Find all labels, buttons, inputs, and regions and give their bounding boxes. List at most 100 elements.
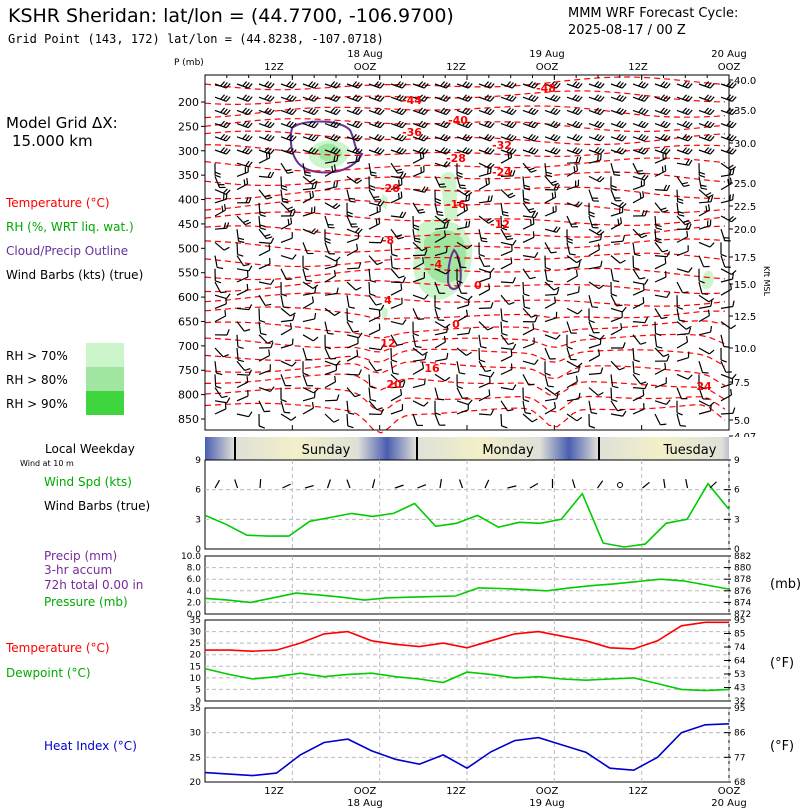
barb-flag: [566, 240, 573, 244]
isotherm-line: [204, 333, 726, 353]
barb-flag: [661, 316, 668, 320]
barb-flag: [732, 407, 736, 414]
wind-barb: [412, 107, 429, 116]
barb-flag: [663, 184, 668, 191]
barb-flag: [402, 276, 406, 283]
barb-flag: [487, 108, 492, 114]
barb-flag: [688, 267, 693, 273]
temperature-panel-frame: [204, 619, 730, 702]
barb-flag: [485, 179, 488, 186]
temperature-panel-ytick-right: 43: [734, 684, 745, 694]
barb-flag: [282, 197, 289, 201]
barb-flag: [377, 121, 382, 128]
wind-barb: [434, 161, 451, 168]
barb-flag: [682, 94, 688, 100]
barb-shaft: [346, 479, 351, 489]
barb-shaft: [720, 278, 733, 283]
barb-flag: [556, 288, 560, 295]
wind-barb: [676, 295, 684, 310]
wind-barb: [236, 177, 249, 191]
barb-flag: [424, 249, 428, 256]
barb-flag: [456, 171, 463, 175]
barb-flag: [346, 214, 353, 218]
barb-flag: [377, 134, 382, 141]
wind-barb: [412, 321, 419, 337]
barb-shaft: [214, 361, 218, 374]
wind-barb: [214, 147, 231, 155]
barb-flag: [335, 135, 341, 142]
barb-flag: [267, 340, 274, 344]
surface-wind-barb: [234, 479, 239, 489]
barb-flag: [264, 194, 271, 198]
wind-barb: [280, 232, 293, 243]
wind-barb: [368, 176, 376, 191]
surface-wind-barb: [259, 478, 262, 489]
wind-barb: [214, 297, 227, 309]
barb-flag: [440, 94, 446, 100]
isotherm-label: 20: [386, 378, 402, 391]
wind-barb: [346, 155, 361, 164]
wind-barb: [632, 81, 649, 89]
wind-barb: [632, 361, 640, 376]
surface-wind-barb: [642, 481, 650, 489]
barb-shaft: [280, 343, 293, 349]
barb-flag: [729, 148, 734, 154]
barb-shaft: [654, 308, 662, 319]
wind-barb: [522, 211, 539, 219]
wind-barb: [588, 153, 602, 164]
barb-shaft: [412, 277, 425, 283]
wind-barb: [544, 191, 557, 204]
barb-shaft: [236, 321, 245, 332]
barb-flag: [357, 149, 363, 155]
barb-shaft: [236, 334, 239, 347]
barb-shaft: [214, 408, 227, 415]
wind-barb: [280, 162, 294, 174]
wind-barb: [676, 400, 683, 416]
barb-shaft: [324, 347, 331, 360]
wind-barb: [390, 381, 406, 389]
wind-barb: [676, 159, 693, 166]
wind-barb: [434, 281, 446, 294]
barb-flag: [423, 294, 429, 300]
barb-flag: [508, 301, 515, 305]
barb-flag: [524, 187, 531, 191]
barb-flag: [267, 108, 272, 114]
barb-flag: [616, 147, 622, 153]
wind-barb: [324, 155, 339, 164]
barb-flag: [641, 234, 648, 239]
barb-flag: [660, 147, 666, 153]
barb-flag: [485, 217, 492, 222]
barb-flag: [677, 201, 684, 204]
wind-barb: [346, 189, 356, 203]
wind-barb: [654, 292, 671, 299]
barb-flag: [223, 82, 228, 88]
wind-barb: [720, 407, 736, 415]
barb-flag: [487, 148, 492, 154]
wind-barb: [698, 163, 706, 178]
barb-flag: [291, 96, 297, 102]
wind-barb: [280, 133, 297, 142]
barb-flag: [242, 81, 248, 87]
barb-shaft: [456, 387, 463, 399]
barb-shaft: [324, 413, 335, 423]
barb-shaft: [507, 485, 517, 489]
barb-flag: [286, 81, 292, 87]
barb-shaft: [566, 370, 579, 375]
barb-flag: [456, 280, 463, 284]
barb-flag: [704, 81, 710, 87]
barb-flag: [402, 381, 406, 388]
wind-barb: [258, 334, 274, 344]
barb-flag: [533, 135, 539, 142]
barb-flag: [550, 94, 556, 100]
barb-flag: [575, 148, 580, 154]
barb-flag: [400, 191, 403, 198]
barb-shaft: [654, 321, 657, 334]
barb-flag: [533, 83, 539, 89]
barb-flag: [729, 134, 734, 141]
barb-shaft: [610, 189, 616, 201]
wind-barb: [390, 268, 405, 279]
barb-flag: [311, 82, 316, 88]
barb-flag: [418, 81, 424, 87]
barb-flag: [464, 190, 470, 195]
barb-shaft: [500, 347, 513, 350]
